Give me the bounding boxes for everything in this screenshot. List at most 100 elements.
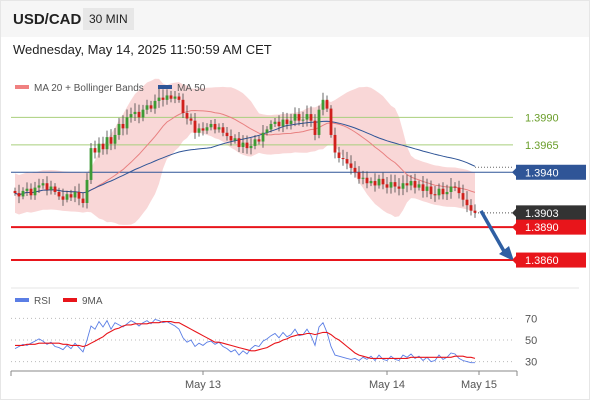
candle xyxy=(277,115,281,132)
candle-body xyxy=(293,114,297,121)
candle xyxy=(25,182,29,196)
candle xyxy=(221,122,225,137)
projection-arrow-shaft xyxy=(479,209,507,254)
candle-body xyxy=(21,190,25,197)
legend-label: MA 50 xyxy=(177,83,206,94)
candle-body xyxy=(321,99,325,110)
rsi-panel: 70 50 30 RSI 9MA xyxy=(11,287,579,369)
rsi-line xyxy=(14,318,475,364)
candle-body xyxy=(449,186,453,193)
candle-body xyxy=(389,182,393,188)
candle-body xyxy=(349,163,353,168)
candle xyxy=(29,183,33,200)
candle xyxy=(385,176,389,194)
candle-body xyxy=(437,188,441,196)
candle-body xyxy=(189,118,193,121)
candle-body xyxy=(357,172,361,179)
candle xyxy=(185,105,189,125)
rsi-legend-label: RSI xyxy=(34,296,51,307)
candle-body xyxy=(145,105,149,110)
candle-body xyxy=(13,190,17,194)
candle xyxy=(145,99,149,115)
candle-body xyxy=(249,145,253,149)
level-tag-1-3890 xyxy=(516,219,586,235)
candle-body xyxy=(313,120,317,135)
candle xyxy=(465,191,469,213)
candle-body xyxy=(25,188,29,191)
candle xyxy=(425,178,429,198)
candle-body xyxy=(461,193,465,200)
candle-body xyxy=(417,184,421,188)
candle-body xyxy=(133,111,137,115)
candle-body xyxy=(297,114,301,121)
candle xyxy=(225,127,229,141)
candle xyxy=(473,204,477,218)
candle xyxy=(437,183,441,200)
candle xyxy=(253,135,257,150)
candle-body xyxy=(161,97,165,100)
candle xyxy=(453,182,457,192)
candle-body xyxy=(397,186,401,189)
candle xyxy=(297,108,301,126)
level-tag-1-3903 xyxy=(516,205,586,221)
candle xyxy=(345,151,349,170)
candle xyxy=(193,113,197,139)
candle xyxy=(241,135,245,154)
candle-body xyxy=(49,186,53,190)
candle-body xyxy=(385,184,389,188)
candle-body xyxy=(169,95,173,99)
candle-body xyxy=(233,138,237,141)
candle-body xyxy=(285,119,289,124)
candle xyxy=(109,129,113,151)
candle-body xyxy=(245,142,249,149)
candle-body xyxy=(193,120,197,133)
candle-body xyxy=(317,109,321,135)
candle-body xyxy=(369,181,373,184)
candle xyxy=(409,174,413,191)
candle-body xyxy=(393,182,397,187)
candle-body xyxy=(229,136,233,141)
bollinger-bands xyxy=(15,78,475,225)
candle-body xyxy=(433,194,437,196)
candle xyxy=(117,117,121,140)
candle xyxy=(45,176,49,196)
level-tag-pointer xyxy=(512,168,516,177)
candle xyxy=(361,170,365,185)
candle xyxy=(85,173,89,209)
candle xyxy=(417,180,421,191)
candle xyxy=(53,183,57,195)
candle-body xyxy=(165,95,169,100)
candle-body xyxy=(153,100,157,109)
candle-body xyxy=(465,199,469,206)
rsi-level-label: 30 xyxy=(525,357,537,369)
candle-body xyxy=(401,183,405,189)
candle-body xyxy=(201,128,205,131)
level-label-1-3903: 1.3903 xyxy=(525,208,559,220)
candle-body xyxy=(309,114,313,121)
candle-body xyxy=(209,123,213,128)
candle-body xyxy=(469,205,473,211)
candle-body xyxy=(141,109,145,118)
candle-body xyxy=(113,134,117,144)
candle xyxy=(377,174,381,189)
candle xyxy=(201,122,205,136)
candle xyxy=(217,123,221,133)
candle xyxy=(93,140,97,159)
timeframe-badge[interactable]: 30 MIN xyxy=(83,8,134,30)
candle xyxy=(37,178,41,194)
candle-body xyxy=(421,184,425,191)
candle xyxy=(181,93,185,119)
candle xyxy=(317,105,321,139)
candle-body xyxy=(121,123,125,129)
time-tick-label: May 13 xyxy=(185,379,221,391)
legend-swatch xyxy=(158,85,172,89)
candle-body xyxy=(277,121,281,127)
candle-body xyxy=(89,148,93,180)
candle xyxy=(333,127,337,159)
candle-body xyxy=(109,137,113,144)
candle xyxy=(349,155,353,175)
time-tick-label: May 14 xyxy=(369,379,405,391)
candle xyxy=(81,192,85,208)
candle-body xyxy=(253,139,257,146)
candle-body xyxy=(265,129,269,133)
